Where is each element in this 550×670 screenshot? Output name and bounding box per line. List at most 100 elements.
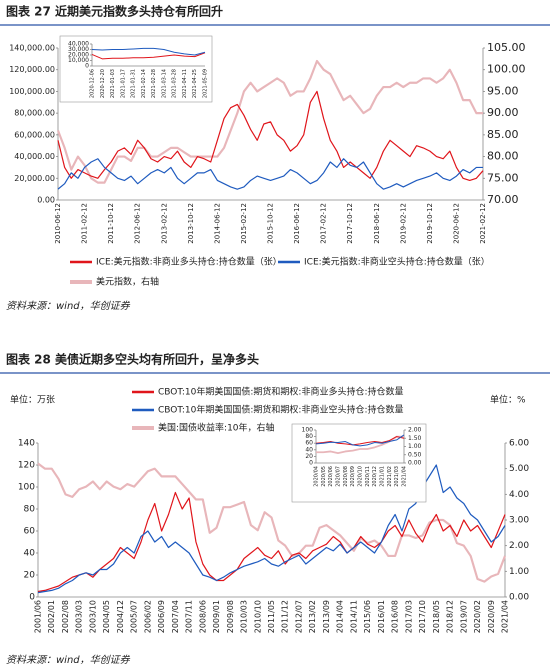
y2-tick-label: 75.00	[487, 171, 519, 184]
x-tick-label: 2011/05	[267, 600, 276, 633]
x-tick-label: 2021-04-11	[182, 69, 188, 98]
x-tick-label: 2014-06-12	[213, 203, 221, 244]
series-line	[91, 52, 206, 60]
x-tick-label: 2004/05	[102, 600, 111, 633]
legend-label: 美国:国债收益率:10年，右轴	[158, 422, 275, 434]
y-tick-label: 20	[305, 453, 313, 460]
x-tick-label: 2020/06	[328, 466, 334, 487]
y2-tick-label: 0.00	[509, 593, 529, 603]
y2-axis-unit: 单位：%	[490, 394, 526, 406]
y-tick-label: 140	[18, 439, 35, 449]
y2-tick-label: 0.00	[408, 460, 422, 467]
series-line	[37, 462, 507, 583]
series-line	[57, 158, 483, 190]
y-tick-label: 80	[24, 505, 36, 515]
x-tick-label: 2016/01	[377, 600, 386, 633]
y-tick-label: 20	[24, 571, 36, 581]
x-tick-label: 2021/04	[402, 466, 408, 487]
x-tick-label: 2021/03	[394, 466, 400, 487]
y-tick-label: 30,000	[68, 46, 89, 53]
x-tick-label: 2013/09	[322, 600, 331, 633]
y2-tick-label: 90.00	[487, 106, 519, 119]
x-tick-label: 2020-12-06	[90, 69, 96, 98]
x-tick-label: 2017-02-12	[320, 203, 328, 244]
x-tick-label: 2015-02-12	[240, 203, 248, 244]
y-tick-label: 60	[305, 440, 313, 447]
x-tick-label: 2010-06-12	[54, 203, 62, 244]
source-note: 资料来源：wind，华创证券	[6, 654, 131, 666]
x-tick-label: 2007/04	[171, 600, 180, 633]
y-tick-label: 40	[24, 549, 36, 559]
x-tick-label: 2020/09	[350, 466, 356, 487]
y-axis-unit: 单位：万张	[10, 394, 55, 406]
y-tick-label: 0	[29, 593, 35, 603]
x-tick-label: 2021/02	[387, 466, 393, 487]
x-tick-label: 2019/07	[459, 600, 468, 633]
legend-label: ICE:美元指数:非商业多头持仓:持仓数量（张）	[96, 256, 282, 268]
x-tick-label: 2021-01-31	[131, 69, 137, 98]
x-tick-label: 2006/09	[157, 600, 166, 633]
x-tick-label: 2020/11	[365, 466, 371, 487]
x-tick-label: 2019-10-12	[426, 203, 434, 244]
figure-title: 图表 28 美债近期多空头均有所回升，呈净多头	[6, 352, 259, 367]
x-tick-label: 2015/06	[363, 600, 372, 633]
x-tick-label: 2013/02	[308, 600, 317, 633]
legend-label: CBOT:10年期美国国债:期货和期权:非商业空头持仓:持仓数量	[158, 404, 403, 416]
series-line	[315, 434, 405, 447]
y-tick-label: 100	[18, 483, 35, 493]
x-tick-label: 2021/04	[501, 600, 510, 633]
y-tick-label: 40,000	[68, 41, 89, 48]
x-tick-label: 2018/05	[432, 600, 441, 633]
x-tick-label: 2003/10	[88, 600, 97, 633]
y2-tick-label: 95.00	[487, 84, 519, 97]
x-tick-label: 2021-01-03	[110, 69, 116, 98]
x-tick-label: 2021-02-28	[151, 69, 157, 98]
x-tick-label: 2010/03	[240, 600, 249, 633]
y2-tick-label: 3.00	[509, 516, 529, 526]
y2-tick-label: 105.00	[487, 41, 526, 54]
y2-tick-label: 85.00	[487, 128, 519, 141]
y-tick-label: 40	[305, 446, 313, 453]
series-line	[57, 90, 484, 182]
x-tick-label: 2009/01	[212, 600, 221, 633]
y2-tick-label: 100.00	[487, 63, 526, 76]
x-tick-label: 2014/11	[349, 600, 358, 633]
x-tick-label: 2001/06	[34, 600, 43, 633]
y-tick-label: 0	[309, 460, 313, 467]
y-tick-label: 60	[24, 527, 36, 537]
x-tick-label: 2011-02-12	[81, 203, 89, 244]
y-tick-label: 10,000	[68, 57, 89, 64]
y-tick-label: 140,000.00	[9, 44, 55, 53]
x-tick-label: 2020/09	[487, 600, 496, 633]
inset-frame	[59, 35, 213, 103]
x-tick-label: 2021-02-14	[141, 69, 147, 98]
x-tick-label: 2013-10-12	[187, 203, 195, 244]
y2-tick-label: 0.50	[408, 451, 422, 458]
x-tick-label: 2017/10	[418, 600, 427, 633]
y2-tick-label: 80.00	[487, 150, 519, 163]
x-tick-label: 2015-10-12	[267, 203, 275, 244]
y2-tick-label: 1.00	[408, 443, 422, 450]
x-tick-label: 2020/02	[473, 600, 482, 633]
x-tick-label: 2002/01	[47, 600, 56, 633]
x-tick-label: 2017-10-12	[346, 203, 354, 244]
x-tick-label: 2014/04	[336, 600, 345, 633]
y-tick-label: 0.00	[37, 196, 55, 205]
x-tick-label: 2008/06	[198, 600, 207, 633]
y2-tick-label: 1.00	[509, 567, 529, 577]
x-tick-label: 2021-03-28	[172, 69, 178, 98]
x-tick-label: 2004/12	[116, 600, 125, 633]
y-tick-label: 20,000.00	[14, 174, 55, 183]
x-tick-label: 2020/12	[372, 466, 378, 487]
x-tick-label: 2021-03-14	[161, 69, 167, 98]
x-tick-label: 2007/11	[185, 600, 194, 633]
x-tick-label: 2021-02-12	[479, 203, 487, 244]
x-tick-label: 2021-01-17	[120, 69, 126, 98]
x-tick-label: 2016/08	[391, 600, 400, 633]
x-tick-label: 2003/03	[75, 600, 84, 633]
y-tick-label: 60,000.00	[14, 130, 55, 139]
figure-title: 图表 27 近期美元指数多头持仓有所回升	[6, 4, 223, 19]
x-tick-label: 2013-02-12	[160, 203, 168, 244]
y2-tick-label: 2.00	[408, 427, 422, 434]
